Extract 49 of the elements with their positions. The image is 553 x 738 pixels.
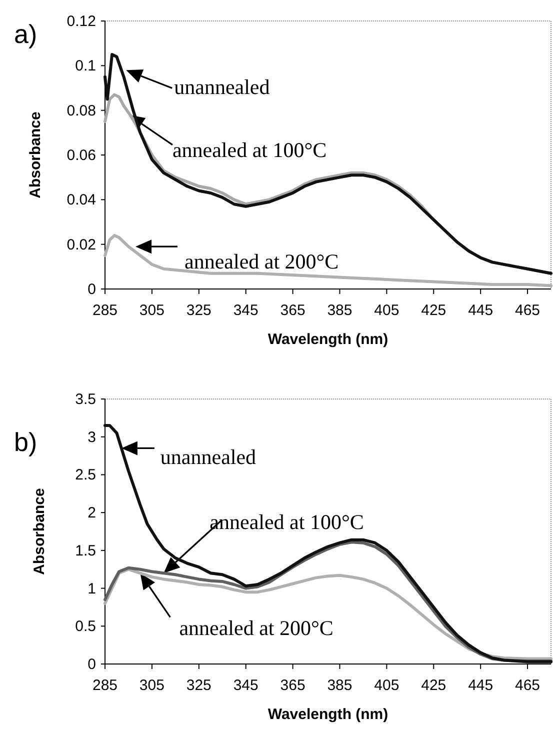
x-axis-title: Wavelength (nm) — [268, 331, 388, 348]
y-tick-label: 2.5 — [75, 466, 96, 484]
x-tick-label: 345 — [233, 677, 258, 694]
text: b) — [14, 427, 38, 457]
annotation: annealed at 100°C — [172, 138, 327, 162]
y-tick-label: 0.08 — [66, 102, 96, 120]
y-tick-label: 1.5 — [75, 542, 96, 560]
y-tick-label: 0.06 — [66, 147, 96, 164]
line-series — [104, 568, 552, 660]
x-tick-label: 305 — [139, 302, 164, 319]
x-tick-label: 385 — [327, 302, 352, 319]
x-tick-label: 325 — [186, 302, 212, 319]
x-tick-label: 365 — [280, 677, 306, 694]
y-axis-title: Absorbance — [31, 488, 48, 575]
annotation: unannealed — [174, 75, 270, 100]
y-tick-label: 3.5 — [75, 391, 96, 408]
y-tick-label: 0.1 — [75, 58, 96, 75]
y-tick-label: 1 — [88, 580, 96, 598]
x-tick-label: 285 — [92, 677, 118, 694]
y-tick-label: 0 — [88, 656, 96, 673]
x-tick-label: 365 — [280, 302, 306, 319]
y-tick-label: 0.5 — [75, 618, 96, 636]
annotation: annealed at 200°C — [184, 250, 339, 274]
x-tick-label: 425 — [421, 677, 446, 694]
x-tick-label: 325 — [186, 677, 212, 694]
annotation: annealed at 100°C — [210, 510, 364, 534]
x-tick-label: 405 — [374, 677, 400, 694]
x-axis-title: Wavelength (nm) — [268, 706, 388, 723]
x-tick-label: 405 — [374, 302, 400, 319]
y-tick-label: 0.04 — [66, 192, 96, 209]
x-tick-label: 445 — [468, 302, 494, 319]
y-tick-label: 3 — [88, 428, 96, 446]
x-tick-label: 425 — [421, 302, 446, 319]
x-tick-label: 465 — [515, 302, 540, 319]
line-series — [104, 53, 552, 275]
chart-title: a) — [14, 19, 38, 49]
x-tick-label: 345 — [233, 302, 258, 319]
annotation: unannealed — [160, 445, 257, 470]
y-tick-label: 0.02 — [66, 236, 96, 254]
x-tick-label: 285 — [92, 302, 118, 319]
y-tick-label: 0 — [88, 281, 96, 298]
annotation: annealed at 200°C — [179, 616, 334, 640]
y-tick-label: 2 — [88, 504, 96, 522]
x-tick-label: 465 — [515, 677, 540, 694]
y-tick-label: 0.12 — [66, 13, 96, 30]
x-tick-label: 305 — [139, 677, 164, 694]
x-tick-label: 385 — [327, 677, 352, 694]
x-tick-label: 445 — [468, 677, 494, 694]
y-axis-title: Absorbance — [27, 112, 44, 198]
